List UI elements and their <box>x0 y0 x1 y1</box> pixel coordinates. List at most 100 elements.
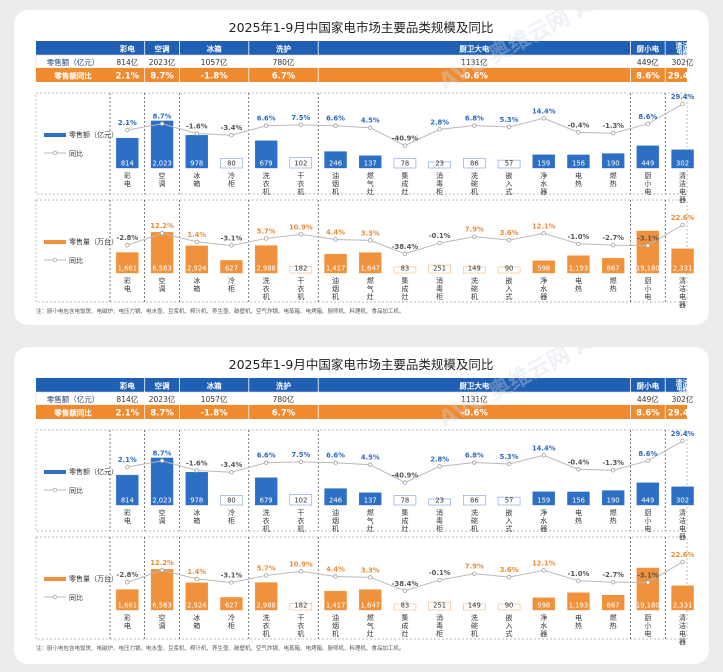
header-group-yoy: 8.6% <box>636 72 660 82</box>
category-label: 燃热 <box>610 276 617 293</box>
yoy-value-label: 6.6% <box>326 452 345 460</box>
category-label-char: 灶 <box>401 292 408 301</box>
yoy-value-label: 6.6% <box>257 115 276 123</box>
yoy-point <box>368 125 373 130</box>
header-group-yoy: 2.1% <box>116 72 140 82</box>
header-group-name: 厨卫大电 <box>459 381 489 391</box>
bar-value-label: 78 <box>401 160 410 168</box>
bar-value-label: 814 <box>121 497 134 505</box>
category-label: 洗衣机 <box>263 613 270 638</box>
category-label: 干衣机 <box>297 509 304 533</box>
category-label-char: 厨 <box>644 509 651 517</box>
category-label-char: 冰 <box>193 276 200 285</box>
yoy-value-label: 3.6% <box>500 229 519 237</box>
data-bar <box>671 486 694 506</box>
bar-value-label: 149 <box>468 265 481 273</box>
data-bar <box>428 601 451 611</box>
bar-value-label: 246 <box>329 160 342 168</box>
yoy-value-label: 8.7% <box>153 113 172 121</box>
yoy-value-label: -2.8% <box>117 571 139 579</box>
yoy-value-label: 4.4% <box>326 565 345 573</box>
bar-value-label: 6,583 <box>152 602 171 610</box>
yoy-point <box>680 101 685 107</box>
data-bar <box>359 492 382 506</box>
category-label-char: 燃 <box>610 276 617 285</box>
header-group-name: 彩电 <box>119 381 135 391</box>
category-label: 嵌入式 <box>506 277 513 301</box>
legend-bar-label: 零售额（亿元） <box>69 130 118 139</box>
header-sales-label: 零售额（亿元） <box>47 57 100 67</box>
header-yoy-row <box>36 68 687 82</box>
category-label-char: 毒 <box>436 621 443 630</box>
category-label-char: 水 <box>540 179 547 188</box>
category-label: 油烟机 <box>332 171 339 196</box>
legend-line-marker <box>52 150 58 156</box>
bar-value-label: 23 <box>435 160 444 168</box>
category-label-char: 洗 <box>471 613 478 622</box>
category-label: 集成灶 <box>401 171 408 196</box>
category-label: 干衣机 <box>297 172 304 196</box>
category-label: 洗碗机 <box>471 508 478 533</box>
yoy-point <box>680 438 685 444</box>
yoy-point <box>402 251 408 256</box>
bar-value-label: 78 <box>401 497 410 505</box>
category-label-char: 衣 <box>297 516 304 525</box>
chart-root: 2025年1-9月中国家电市场主要品类规模及同比零售额（亿元）零售额同比彩电81… <box>35 10 709 315</box>
bar-value-label: 6,583 <box>152 265 171 273</box>
bar-value-label: 679 <box>260 497 273 505</box>
category-label: 集成灶 <box>401 613 408 638</box>
category-label-char: 洗 <box>471 508 478 517</box>
yoy-point <box>472 234 477 239</box>
yoy-point <box>680 222 685 228</box>
category-label-char: 成 <box>401 516 408 525</box>
data-bar <box>324 488 347 506</box>
yoy-point <box>263 123 269 128</box>
category-label: 燃气灶 <box>367 613 374 638</box>
yoy-point <box>125 127 130 133</box>
yoy-point <box>125 580 130 585</box>
data-bar <box>116 252 139 274</box>
yoy-point <box>576 467 581 472</box>
yoy-value-label: -2.7% <box>602 234 624 242</box>
data-bar <box>567 255 590 274</box>
category-label: 净水器 <box>540 613 547 638</box>
header-group-name: 冰箱 <box>207 381 222 391</box>
yoy-point <box>472 123 477 128</box>
data-bar <box>254 245 278 274</box>
category-label: 空调 <box>159 276 166 293</box>
data-bar <box>289 603 313 611</box>
yoy-point <box>645 243 651 248</box>
data-bar <box>116 137 139 169</box>
category-label-char: 水 <box>540 284 547 293</box>
category-label-char: 器 <box>540 525 547 533</box>
category-label-char: 小 <box>644 284 651 293</box>
category-label-char: 嵌 <box>506 614 513 622</box>
category-label: 油烟机 <box>332 276 339 301</box>
chart-title: 2025年1-9月中国家电市场主要品类规模及同比 <box>229 357 494 372</box>
category-label: 油烟机 <box>332 613 339 638</box>
yoy-point <box>263 460 269 465</box>
category-label-char: 干 <box>297 277 304 285</box>
category-label: 干衣机 <box>297 614 304 638</box>
category-label-char: 烟 <box>332 516 339 525</box>
category-label: 空调 <box>159 171 166 188</box>
bar-value-label: 449 <box>641 160 654 168</box>
yoy-value-label: -38.4% <box>392 243 419 251</box>
yoy-point <box>298 232 304 237</box>
category-label-char: 机 <box>332 187 339 196</box>
chart-root: 2025年1-9月中国家电市场主要品类规模及同比零售额（亿元）零售额同比彩电81… <box>35 347 709 652</box>
bar-value-label: 83 <box>401 602 410 610</box>
category-label-char: 水 <box>540 621 547 630</box>
bar-value-label: 302 <box>676 160 689 168</box>
category-label-char: 空 <box>159 613 166 622</box>
category-label: 嵌入式 <box>506 509 513 533</box>
data-bar <box>185 245 208 274</box>
yoy-value-label: 6.6% <box>257 452 276 460</box>
yoy-point <box>298 569 304 574</box>
header-group-name: 空调 <box>155 381 170 391</box>
bar-value-label: 19,180 <box>636 602 660 610</box>
category-label-char: 清 <box>679 613 686 622</box>
category-label-char: 嵌 <box>506 277 513 285</box>
data-bar <box>289 157 313 169</box>
category-label-char: 灶 <box>367 524 374 533</box>
